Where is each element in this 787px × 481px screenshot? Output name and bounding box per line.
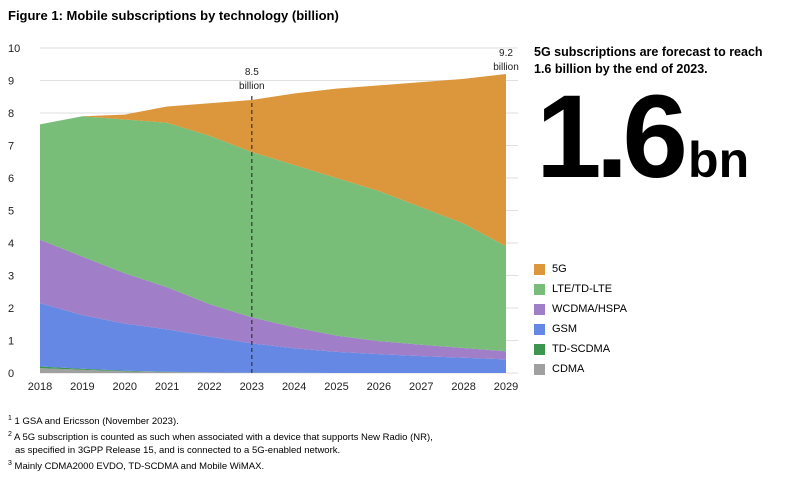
x-tick-label: 2029 [494, 381, 518, 393]
annotation-value: 9.2 [499, 48, 513, 59]
big-number-unit: bn [688, 132, 750, 188]
legend-item-td-scdma: TD-SCDMA [534, 339, 627, 359]
y-tick-label: 8 [8, 108, 14, 120]
x-tick-label: 2022 [197, 381, 221, 393]
footnote-text: A 5G subscription is counted as such whe… [14, 432, 433, 444]
area-lte-td-lte [40, 116, 506, 352]
x-tick-label: 2026 [367, 381, 391, 393]
x-tick-label: 2027 [409, 381, 433, 393]
y-tick-label: 3 [8, 271, 14, 283]
footnote-text: 1 GSA and Ericsson (November 2023). [14, 416, 179, 428]
footnote-text: as specified in 3GPP Release 15, and is … [15, 445, 341, 457]
y-tick-label: 0 [8, 368, 14, 380]
legend-label: GSM [552, 323, 578, 335]
y-tick-label: 9 [8, 76, 14, 88]
y-tick-label: 10 [8, 43, 20, 55]
y-tick-label: 7 [8, 141, 14, 153]
legend-label: 5G [552, 263, 567, 275]
legend-swatch [534, 263, 545, 275]
x-tick-label: 2020 [112, 381, 136, 393]
x-tick-label: 2023 [240, 381, 264, 393]
area-5g [40, 74, 506, 247]
x-tick-label: 2025 [324, 381, 348, 393]
annotation-value: 8.5 [245, 67, 259, 78]
area-cdma [40, 368, 506, 373]
legend-swatch [534, 323, 545, 335]
legend-label: TD-SCDMA [552, 343, 611, 355]
annotation-unit: billion [493, 62, 519, 73]
legend-label: LTE/TD-LTE [552, 283, 613, 295]
legend-swatch [534, 303, 545, 315]
y-tick-label: 4 [8, 238, 14, 250]
legend-swatch [534, 283, 545, 295]
y-tick-label: 6 [8, 173, 14, 185]
legend-label: CDMA [552, 363, 585, 375]
area-gsm [40, 303, 506, 373]
area-wcdma-hspa [40, 239, 506, 360]
headline-text: 5G subscriptions are forecast to reach 1… [534, 45, 763, 76]
legend-item-lte-td-lte: LTE/TD-LTE [534, 279, 627, 299]
legend-item-wcdma-hspa: WCDMA/HSPA [534, 299, 627, 319]
footnote: 2 A 5G subscription is counted as such w… [8, 428, 433, 444]
x-tick-label: 2024 [282, 381, 306, 393]
legend-item-5g: 5G [534, 259, 627, 279]
legend-swatch [534, 363, 545, 375]
legend-label: WCDMA/HSPA [552, 303, 627, 315]
legend-swatch [534, 343, 545, 355]
y-tick-label: 1 [8, 336, 14, 348]
x-tick-label: 2028 [451, 381, 475, 393]
legend-item-cdma: CDMA [534, 359, 627, 379]
legend: 5G LTE/TD-LTE WCDMA/HSPA GSM TD-SCDMA CDMA [534, 259, 627, 379]
footnote-text: Mainly CDMA2000 EVDO, TD-SCDMA and Mobil… [14, 461, 265, 473]
big-number-value: 1.6 [536, 71, 688, 203]
footnotes: 1 1 GSA and Ericsson (November 2023). 2 A… [8, 412, 433, 473]
figure-title: Figure 1: Mobile subscriptions by techno… [8, 8, 339, 23]
footnote-marker: 1 [8, 415, 12, 422]
legend-item-gsm: GSM [534, 319, 627, 339]
x-tick-label: 2019 [70, 381, 94, 393]
footnote: 3 Mainly CDMA2000 EVDO, TD-SCDMA and Mob… [8, 457, 433, 473]
footnote-marker: 3 [8, 460, 12, 468]
y-tick-label: 2 [8, 303, 14, 315]
footnote: 1 1 GSA and Ericsson (November 2023). [8, 412, 433, 428]
big-number: 1.6 bn [536, 78, 749, 196]
footnote-marker: 2 [8, 431, 12, 439]
annotation-unit: billion [239, 81, 265, 92]
footnote: as specified in 3GPP Release 15, and is … [8, 444, 433, 457]
y-tick-label: 5 [8, 206, 14, 218]
x-tick-label: 2018 [28, 381, 52, 393]
x-tick-label: 2021 [155, 381, 179, 393]
